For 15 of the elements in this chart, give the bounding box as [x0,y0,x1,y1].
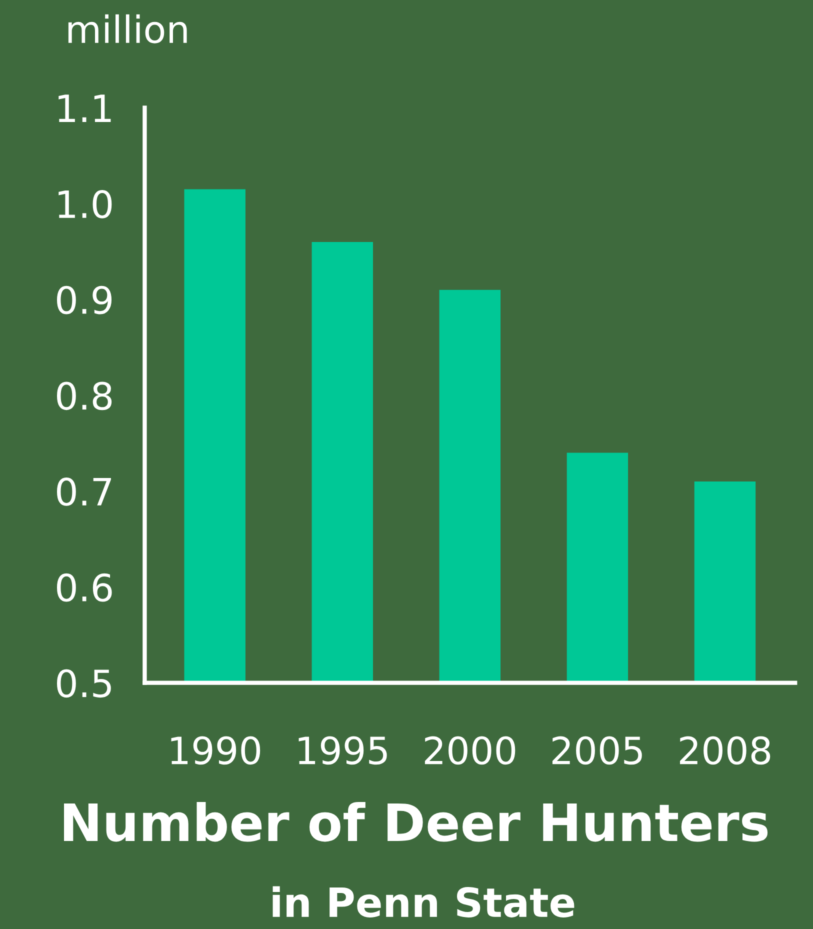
x-tick-label: 1995 [298,736,387,765]
x-tick-label: 2008 [680,736,770,765]
y-tick-label: 0.8 [56,382,112,410]
y-tick-label: 0.7 [56,478,111,506]
y-axis-title: million [68,14,187,44]
y-tick-label: 1.0 [58,190,112,218]
x-tick-label: 2005 [552,736,642,765]
y-tick-label: 0.5 [56,669,111,698]
y-tick-label: 0.9 [56,286,112,314]
text: Number of Deer Hunters [64,802,768,842]
y-tick-label: 0.6 [56,573,112,602]
x-tick-label: 1990 [171,736,260,765]
y-tick-label: 1.1 [58,94,111,122]
x-tick-label: 2000 [424,736,516,765]
text: in Penn State [272,886,574,918]
